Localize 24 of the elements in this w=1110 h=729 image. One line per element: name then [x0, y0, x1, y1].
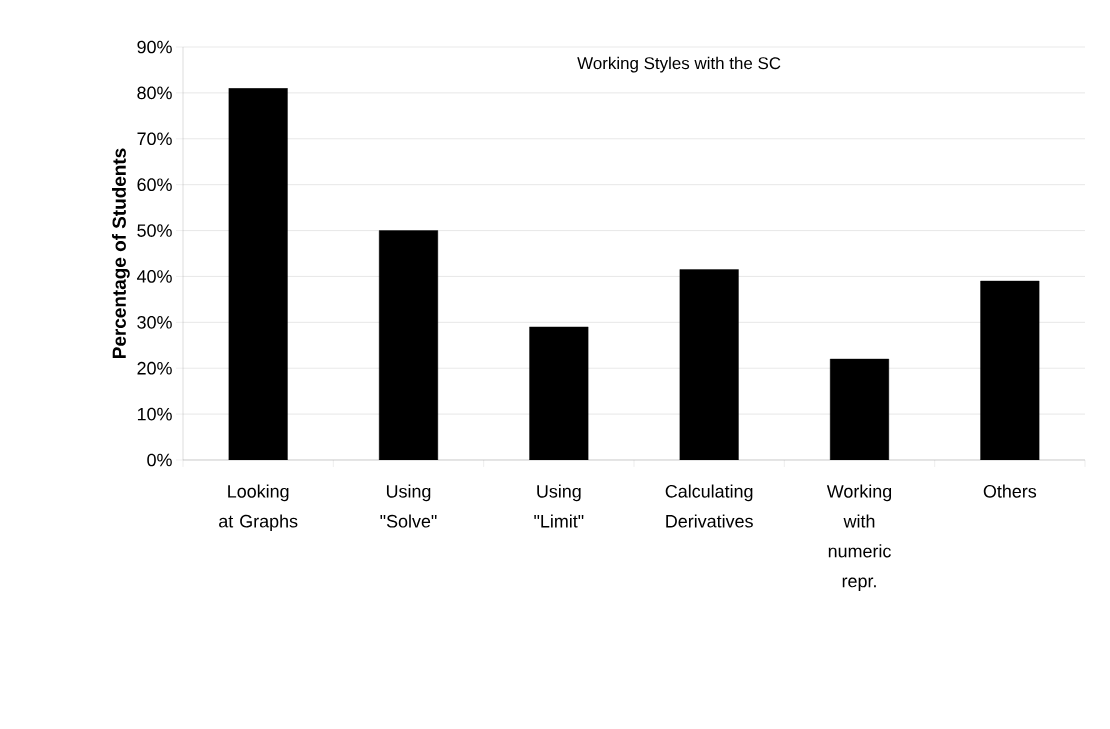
y-tick-label: 40% [136, 270, 172, 283]
y-tick-label: 30% [137, 315, 172, 329]
y-tick-label: 80% [137, 86, 172, 100]
x-tick-label: Using "Solve" [380, 484, 437, 528]
bar [529, 326, 589, 460]
x-tick-label: Others [983, 484, 1037, 498]
bar [980, 280, 1040, 460]
y-tick-label: 50% [137, 224, 172, 237]
y-tick-label: 0% [147, 453, 172, 467]
bar [829, 358, 890, 460]
bar [378, 230, 439, 460]
bar [228, 88, 288, 460]
bar [679, 269, 739, 460]
y-tick-label: 90% [137, 40, 172, 54]
y-tick-label: 20% [137, 361, 172, 375]
x-tick-label: Using "Limit" [534, 484, 584, 528]
y-tick-label: 70% [137, 132, 172, 146]
text: Working Styles with the SC [577, 56, 781, 73]
y-tick-label: 10% [137, 407, 172, 421]
x-tick-label: Calculating Derivatives [665, 484, 753, 528]
y-tick-label: 60% [137, 178, 172, 192]
x-tick-label: Looking at Graphs [219, 484, 298, 532]
x-tick-label: Working with numeric repr. [826, 484, 892, 591]
y-axis-title: Percentage of Students [112, 148, 130, 358]
